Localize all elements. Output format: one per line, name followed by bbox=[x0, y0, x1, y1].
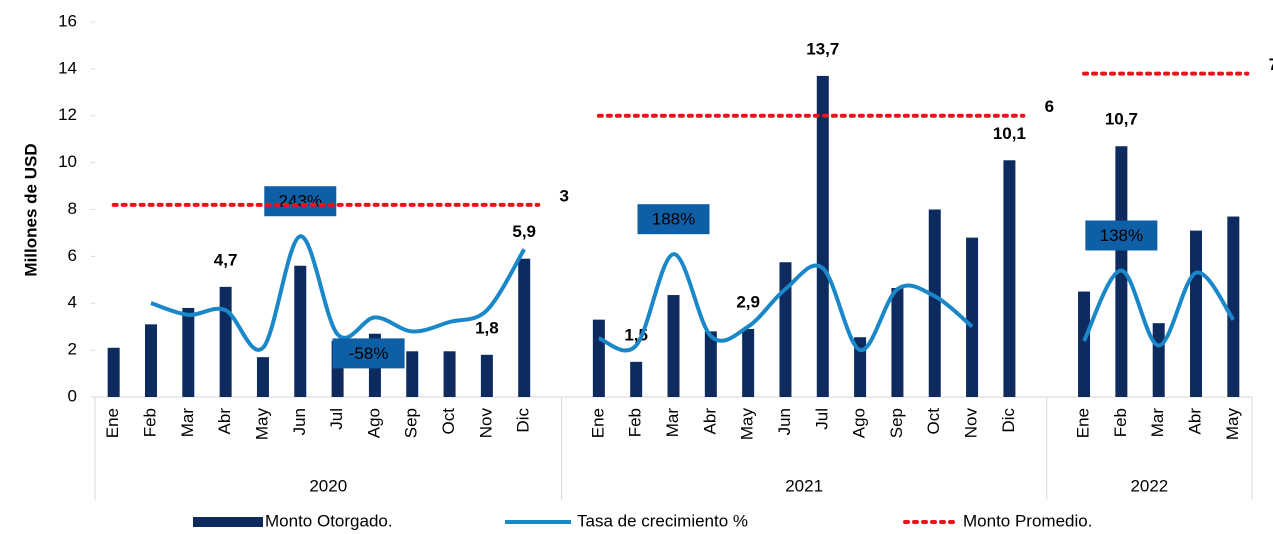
bar bbox=[779, 262, 792, 397]
bar bbox=[630, 361, 643, 397]
bar bbox=[1190, 230, 1203, 397]
bar bbox=[742, 329, 755, 397]
data-label: 1,8 bbox=[475, 318, 499, 337]
x-tick-label: Nov bbox=[476, 408, 495, 439]
y-tick-label: 10 bbox=[58, 152, 77, 171]
data-label: 10,7 bbox=[1105, 110, 1138, 129]
data-label: -58% bbox=[349, 344, 389, 363]
x-tick-label: Ene bbox=[103, 408, 122, 438]
bar bbox=[816, 75, 829, 397]
group-label: 2020 bbox=[309, 476, 347, 495]
x-tick-label: Sep bbox=[402, 408, 421, 438]
bar bbox=[891, 288, 904, 397]
growth-line bbox=[150, 234, 526, 352]
x-tick-label: Mar bbox=[663, 408, 682, 438]
bar bbox=[294, 265, 307, 397]
bar bbox=[1078, 291, 1091, 397]
legend-swatch bbox=[193, 517, 263, 527]
label-box bbox=[332, 338, 405, 369]
label-box bbox=[637, 204, 710, 235]
x-tick-label: Ago bbox=[850, 408, 869, 438]
bar bbox=[144, 324, 157, 397]
data-label: 4,7 bbox=[214, 250, 238, 269]
x-tick-label: Jun bbox=[290, 408, 309, 435]
bar bbox=[667, 295, 680, 397]
bar bbox=[928, 209, 941, 397]
average-annotation: 7 bbox=[1269, 55, 1273, 74]
x-tick-label: Sep bbox=[887, 408, 906, 438]
y-tick-label: 2 bbox=[68, 340, 77, 359]
y-tick-label: 12 bbox=[58, 105, 77, 124]
x-tick-label: Feb bbox=[626, 408, 645, 437]
x-tick-label: May bbox=[252, 408, 271, 441]
group-label: 2022 bbox=[1130, 476, 1168, 495]
data-label: 138% bbox=[1100, 226, 1143, 245]
data-label: 188% bbox=[652, 210, 695, 229]
x-tick-label: Ago bbox=[364, 408, 383, 438]
bar bbox=[704, 331, 717, 397]
bar bbox=[966, 237, 979, 397]
bar bbox=[1152, 323, 1165, 397]
y-axis-label: Millones de USD bbox=[21, 143, 40, 276]
x-tick-label: Jul bbox=[812, 408, 831, 430]
y-tick-label: 0 bbox=[68, 386, 77, 405]
bar bbox=[854, 337, 867, 397]
bar bbox=[518, 258, 531, 397]
legend-label: Tasa de crecimiento % bbox=[577, 511, 748, 530]
bar bbox=[219, 286, 232, 397]
y-tick-label: 14 bbox=[58, 58, 77, 77]
y-tick-label: 8 bbox=[68, 199, 77, 218]
bar bbox=[107, 347, 120, 397]
y-tick-label: 4 bbox=[68, 293, 77, 312]
bar bbox=[443, 351, 456, 397]
data-label: 10,1 bbox=[993, 124, 1026, 143]
x-tick-label: Mar bbox=[178, 408, 197, 438]
bar bbox=[1003, 160, 1016, 397]
growth-line bbox=[1082, 268, 1235, 348]
bar bbox=[256, 357, 269, 397]
legend-label: Monto Otorgado. bbox=[265, 511, 393, 530]
y-tick-label: 16 bbox=[58, 11, 77, 30]
x-tick-label: Feb bbox=[1111, 408, 1130, 437]
legend-label: Monto Promedio. bbox=[963, 511, 1092, 530]
bar bbox=[480, 354, 493, 397]
data-label: 243% bbox=[279, 192, 322, 211]
x-tick-label: May bbox=[1223, 408, 1242, 441]
x-tick-label: Feb bbox=[140, 408, 159, 437]
average-annotation: 3 bbox=[559, 186, 568, 205]
x-tick-label: Ene bbox=[588, 408, 607, 438]
x-tick-label: Dic bbox=[514, 408, 533, 433]
bar bbox=[182, 307, 195, 397]
x-tick-label: Ene bbox=[1074, 408, 1093, 438]
x-tick-label: Dic bbox=[999, 408, 1018, 433]
x-tick-label: May bbox=[738, 408, 757, 441]
bar bbox=[1227, 216, 1240, 397]
label-box bbox=[1085, 220, 1158, 251]
x-tick-label: Nov bbox=[962, 408, 981, 439]
bar bbox=[592, 319, 605, 397]
x-tick-label: Jun bbox=[775, 408, 794, 435]
x-tick-label: Abr bbox=[215, 408, 234, 435]
growth-line bbox=[598, 252, 974, 353]
label-box bbox=[264, 186, 337, 217]
x-tick-label: Oct bbox=[439, 408, 458, 435]
data-label: 13,7 bbox=[806, 39, 839, 58]
x-tick-label: Abr bbox=[700, 408, 719, 435]
group-label: 2021 bbox=[785, 476, 823, 495]
x-tick-label: Abr bbox=[1186, 408, 1205, 435]
y-tick-label: 6 bbox=[68, 246, 77, 265]
x-tick-label: Jul bbox=[327, 408, 346, 430]
data-label: 5,9 bbox=[512, 222, 536, 241]
bar bbox=[406, 351, 419, 397]
data-label: 2,9 bbox=[736, 293, 760, 312]
x-tick-label: Mar bbox=[1148, 408, 1167, 438]
average-annotation: 6 bbox=[1045, 97, 1054, 116]
x-tick-label: Oct bbox=[924, 408, 943, 435]
